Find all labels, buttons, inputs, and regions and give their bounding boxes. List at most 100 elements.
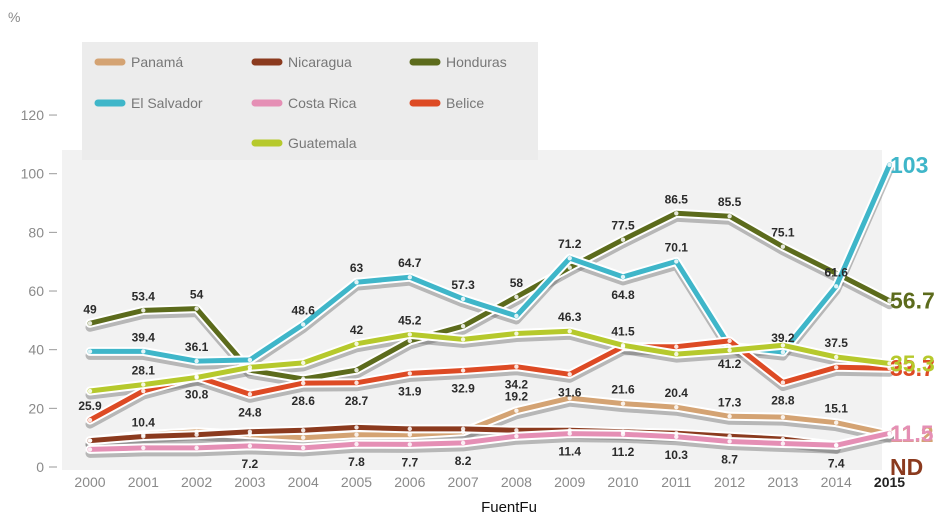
data-label: 41.2: [718, 357, 742, 371]
data-point: [407, 332, 412, 337]
data-point: [514, 408, 519, 413]
data-point: [674, 344, 679, 349]
data-point: [567, 395, 572, 401]
data-point: [567, 265, 572, 270]
legend-label: Belice: [446, 95, 484, 111]
data-label: 17.3: [718, 395, 742, 409]
data-label: 46.3: [558, 310, 582, 324]
data-label: 86.5: [665, 192, 689, 206]
data-point: [460, 368, 466, 373]
data-label: 24.8: [238, 405, 262, 419]
data-point: [87, 321, 93, 326]
series-end-label: 103: [890, 152, 928, 178]
data-point: [674, 211, 679, 216]
data-point: [407, 338, 412, 344]
data-label: 77.5: [611, 219, 635, 233]
data-point: [567, 431, 572, 436]
data-point: [354, 280, 359, 285]
data-point: [354, 368, 359, 373]
data-label: 39.2: [771, 331, 795, 345]
y-axis-label: %: [8, 9, 20, 25]
data-label: 85.5: [718, 195, 742, 209]
x-tick-label: 2014: [821, 474, 852, 490]
data-point: [567, 329, 572, 334]
x-tick-label: 2015: [874, 474, 905, 490]
data-point: [514, 364, 519, 369]
data-label: 15.1: [825, 402, 849, 416]
data-point: [780, 244, 786, 249]
source-label: FuentFu: [481, 499, 537, 516]
data-point: [834, 354, 839, 360]
data-point: [141, 445, 146, 451]
data-point: [674, 351, 679, 357]
data-point: [727, 214, 732, 219]
data-point: [780, 441, 786, 446]
x-tick-label: 2004: [288, 474, 319, 490]
data-point: [301, 360, 306, 366]
data-point: [301, 322, 306, 327]
data-label: 36.1: [185, 340, 209, 354]
data-point: [514, 313, 519, 319]
data-point: [620, 237, 626, 242]
data-label: 39.4: [132, 330, 156, 344]
data-point: [780, 436, 786, 442]
data-point: [727, 343, 732, 349]
data-point: [141, 388, 146, 394]
data-point: [834, 365, 839, 370]
data-label: 49: [83, 302, 97, 316]
data-point: [407, 371, 412, 376]
data-point: [301, 428, 306, 433]
data-label: 28.8: [771, 394, 795, 408]
series-end-label: ND: [890, 454, 923, 480]
data-point: [887, 298, 892, 303]
y-tick-label: 0: [36, 459, 44, 475]
data-label: 11.4: [558, 445, 581, 459]
data-point: [620, 343, 626, 348]
data-label: 45.2: [398, 313, 422, 327]
data-point: [407, 432, 412, 437]
data-point: [620, 431, 626, 437]
data-point: [887, 365, 892, 371]
data-label: 54: [190, 288, 204, 302]
data-point: [887, 162, 892, 168]
legend-label: Costa Rica: [288, 95, 357, 111]
y-tick-label: 20: [28, 400, 44, 416]
x-tick-label: 2007: [448, 474, 479, 490]
legend-box: [82, 42, 538, 160]
data-point: [674, 431, 679, 436]
data-point: [301, 435, 306, 440]
series-line: [87, 430, 892, 452]
x-tick-label: 2013: [767, 474, 798, 490]
y-tick-label: 100: [21, 166, 45, 182]
data-point: [141, 349, 146, 354]
data-label: 25.9: [78, 399, 102, 413]
data-point: [620, 274, 626, 280]
data-label: 7.7: [401, 455, 418, 469]
data-point: [460, 296, 466, 302]
data-point: [354, 425, 359, 430]
data-point: [247, 429, 253, 435]
data-point: [567, 255, 572, 261]
data-label: 28.1: [132, 364, 156, 378]
data-point: [780, 414, 786, 420]
data-point: [460, 324, 466, 329]
data-point: [780, 380, 786, 385]
data-point: [727, 414, 732, 419]
data-point: [247, 365, 253, 370]
x-tick-label: 2011: [661, 474, 691, 490]
series-end-label: 11.5: [890, 420, 934, 446]
data-point: [567, 428, 572, 433]
data-point: [87, 349, 93, 354]
legend-label: Honduras: [446, 54, 507, 70]
legend-label: Panamá: [131, 54, 183, 70]
x-tick-label: 2005: [341, 474, 372, 490]
data-point: [674, 259, 679, 264]
x-tick-label: 2001: [128, 474, 159, 490]
data-point: [354, 380, 359, 386]
data-point: [354, 441, 359, 447]
data-point: [727, 348, 732, 353]
x-tick-label: 2008: [501, 474, 532, 490]
data-point: [247, 357, 253, 363]
data-point: [247, 443, 253, 449]
series-end-label: 11.2: [890, 421, 934, 447]
